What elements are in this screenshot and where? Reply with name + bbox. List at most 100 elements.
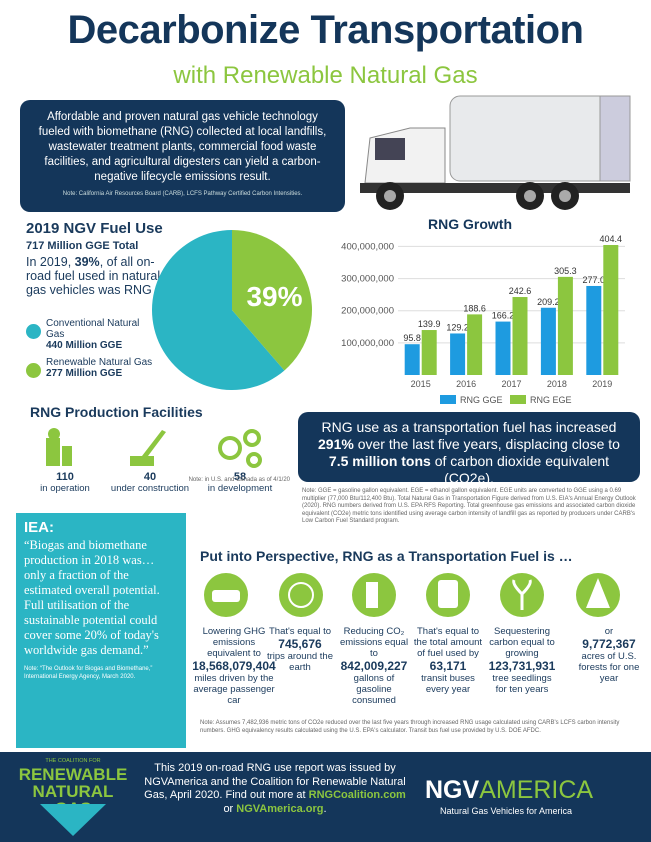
text: In 2019,	[26, 255, 75, 269]
intro-text: Affordable and proven natural gas vehicl…	[38, 111, 327, 183]
brand: NGVAMERICA	[425, 776, 593, 805]
chart-title: RNG Growth	[428, 216, 512, 232]
text: of carbon dioxide equivalent (CO2e).	[430, 453, 610, 486]
fuel-title: 2019 NGV Fuel Use	[26, 220, 163, 237]
bar	[586, 285, 602, 375]
item-number: 18,568,079,404	[192, 659, 276, 673]
perspective-list: Lowering GHG emissions equivalent to 18,5…	[192, 626, 645, 718]
facility-label: in development	[207, 483, 273, 494]
facility-label: in operation	[40, 483, 90, 494]
facility-icons	[46, 428, 262, 468]
bar	[557, 276, 573, 375]
bar	[404, 344, 420, 375]
facility-item: 110 in operation	[20, 472, 110, 495]
link[interactable]: RNGCoalition.com	[308, 789, 406, 801]
value-label: 95.8	[403, 333, 421, 343]
perspective-item: That's equal to 745,676 trips around the e…	[264, 626, 336, 673]
y-tick-label: 300,000,000	[341, 274, 394, 285]
legend-swatch	[26, 363, 41, 378]
iea-box: IEA: “Biogas and biomethane production i…	[16, 513, 186, 748]
item-number: 63,171	[429, 659, 467, 673]
legend-swatch	[440, 395, 456, 404]
bar	[467, 314, 483, 375]
logo-top: THE COALITION FOR	[45, 758, 101, 764]
item-post: miles driven by the average passenger ca…	[193, 673, 275, 706]
bar	[603, 245, 619, 375]
x-tick-label: 2018	[547, 379, 567, 389]
value-label: 305.3	[554, 266, 577, 276]
value-label: 166.2	[492, 311, 515, 321]
text: .	[323, 802, 327, 815]
text: , of all on-road fuel used in natural ga…	[26, 255, 161, 297]
intro-box: Affordable and proven natural gas vehicl…	[20, 100, 345, 212]
perspective-item: or 9,772,367 acres of U.S. forests for one…	[573, 626, 645, 684]
logo-mark	[40, 804, 106, 836]
facility-item: 40 under construction	[105, 471, 195, 495]
fuel-total: 717 Million GGE Total	[26, 240, 139, 252]
pie-slice	[232, 230, 312, 371]
footer-text: This 2019 on-road RNG use report was iss…	[140, 762, 410, 816]
pie-slice	[151, 230, 285, 390]
y-tick-label: 200,000,000	[341, 306, 394, 317]
bar	[450, 333, 466, 375]
legend-label: Conventional Natural Gas	[46, 318, 140, 340]
statement-note: Note: GGE = gasoline gallon equivalent. …	[302, 488, 636, 524]
item-number: 123,731,931	[488, 659, 556, 673]
y-tick-label: 400,000,000	[341, 241, 394, 252]
item-post: trips around the earth	[266, 651, 333, 673]
perspective-icons	[204, 573, 620, 617]
slice-label: 39%	[246, 281, 302, 312]
perspective-item: Sequestering carbon equal to growing 123,…	[486, 626, 558, 695]
bar-chart: RNG Growth 100,000,000 200,000,000 300,000,…	[341, 216, 625, 405]
footer: THE COALITION FOR RENEWABLE NATURAL GAS …	[0, 752, 651, 842]
facilities-title: RNG Production Facilities	[30, 404, 203, 420]
item-pre: or	[604, 626, 614, 637]
facilities-note: Note: in U.S. and Canada as of 4/1/20	[188, 477, 290, 483]
item-number: 745,676	[278, 637, 322, 651]
text: over the last five years, displacing clo…	[353, 436, 620, 452]
value-label: 277.0	[583, 275, 606, 285]
facility-label: under construction	[110, 483, 190, 494]
facility-item: 58 in development	[195, 472, 285, 495]
bar	[512, 297, 528, 375]
legend-value: 277 Million GGE	[46, 368, 123, 379]
x-tick-label: 2015	[411, 379, 431, 389]
value-label: 188.6	[463, 303, 486, 313]
text: 291%	[318, 436, 354, 452]
item-pre: Reducing CO₂ emissions equal to	[339, 626, 409, 659]
value-label: 404.4	[600, 234, 623, 244]
item-pre: Sequestering carbon equal to growing	[489, 626, 555, 659]
perspective-title: Put into Perspective, RNG as a Transport…	[200, 548, 573, 564]
iea-title: IEA:	[24, 519, 54, 536]
item-pre: That's equal to the total amount of fuel…	[413, 626, 483, 659]
title: Decarbonize Transportation	[67, 8, 584, 52]
item-number: 9,772,367	[582, 637, 636, 651]
text: or	[223, 802, 237, 815]
bar	[495, 321, 511, 375]
iea-quote: “Biogas and biomethane production in 201…	[24, 538, 160, 657]
value-label: 139.9	[418, 319, 441, 329]
bar	[421, 330, 437, 375]
legend-label: RNG GGE	[460, 395, 503, 405]
legend-label: Renewable Natural Gas	[46, 357, 153, 368]
facility-count: 40	[143, 471, 157, 483]
item-post: gallons of gasoline consumed	[352, 673, 396, 706]
text: 39%	[74, 255, 100, 269]
legend-item: Renewable Natural Gas 277 Million GGE	[26, 357, 156, 379]
text: 7.5 million tons	[328, 453, 431, 469]
legend-swatch	[26, 324, 41, 339]
x-tick-label: 2016	[456, 379, 476, 389]
x-tick-label: 2017	[501, 379, 521, 389]
subtitle: with Renewable Natural Gas	[173, 62, 478, 89]
legend-label: RNG EGE	[530, 395, 572, 405]
item-post: acres of U.S. forests for one year	[578, 651, 640, 684]
perspective-note: Note: Assumes 7,482,936 metric tons of C…	[200, 720, 620, 734]
statement-box: RNG use as a transportation fuel has inc…	[298, 412, 640, 486]
link[interactable]: NGVAmerica.org	[236, 802, 324, 815]
item-pre: That's equal to	[268, 626, 332, 637]
pie-chart: 39%	[151, 230, 312, 390]
text: RNG use as a transportation fuel has inc…	[321, 419, 617, 435]
pie-legend: Conventional Natural Gas 440 Million GGE R…	[26, 318, 156, 385]
item-post: tree seedlings for ten years	[492, 673, 552, 695]
